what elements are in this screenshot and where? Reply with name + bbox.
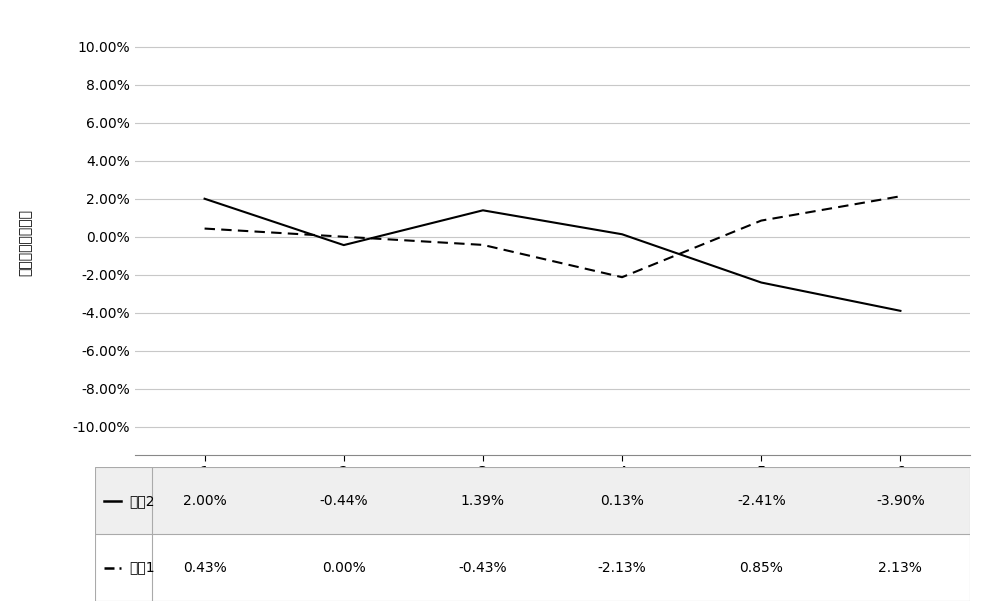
Text: 2.00%: 2.00% — [183, 493, 226, 508]
Text: 0.43%: 0.43% — [183, 560, 226, 575]
Text: 系列1: 系列1 — [129, 560, 155, 575]
Text: 测值相对标准偏差: 测值相对标准偏差 — [18, 209, 32, 276]
Bar — [95, 467, 970, 534]
Text: 0.00%: 0.00% — [322, 560, 366, 575]
Text: -0.43%: -0.43% — [459, 560, 507, 575]
Text: -0.44%: -0.44% — [319, 493, 368, 508]
Text: 系列2: 系列2 — [129, 493, 155, 508]
Text: -3.90%: -3.90% — [876, 493, 925, 508]
Text: 0.13%: 0.13% — [600, 493, 644, 508]
Text: 1.39%: 1.39% — [461, 493, 505, 508]
Bar — [95, 534, 970, 601]
Text: -2.41%: -2.41% — [737, 493, 786, 508]
Text: 0.85%: 0.85% — [739, 560, 783, 575]
Text: -2.13%: -2.13% — [598, 560, 646, 575]
Text: 2.13%: 2.13% — [878, 560, 922, 575]
